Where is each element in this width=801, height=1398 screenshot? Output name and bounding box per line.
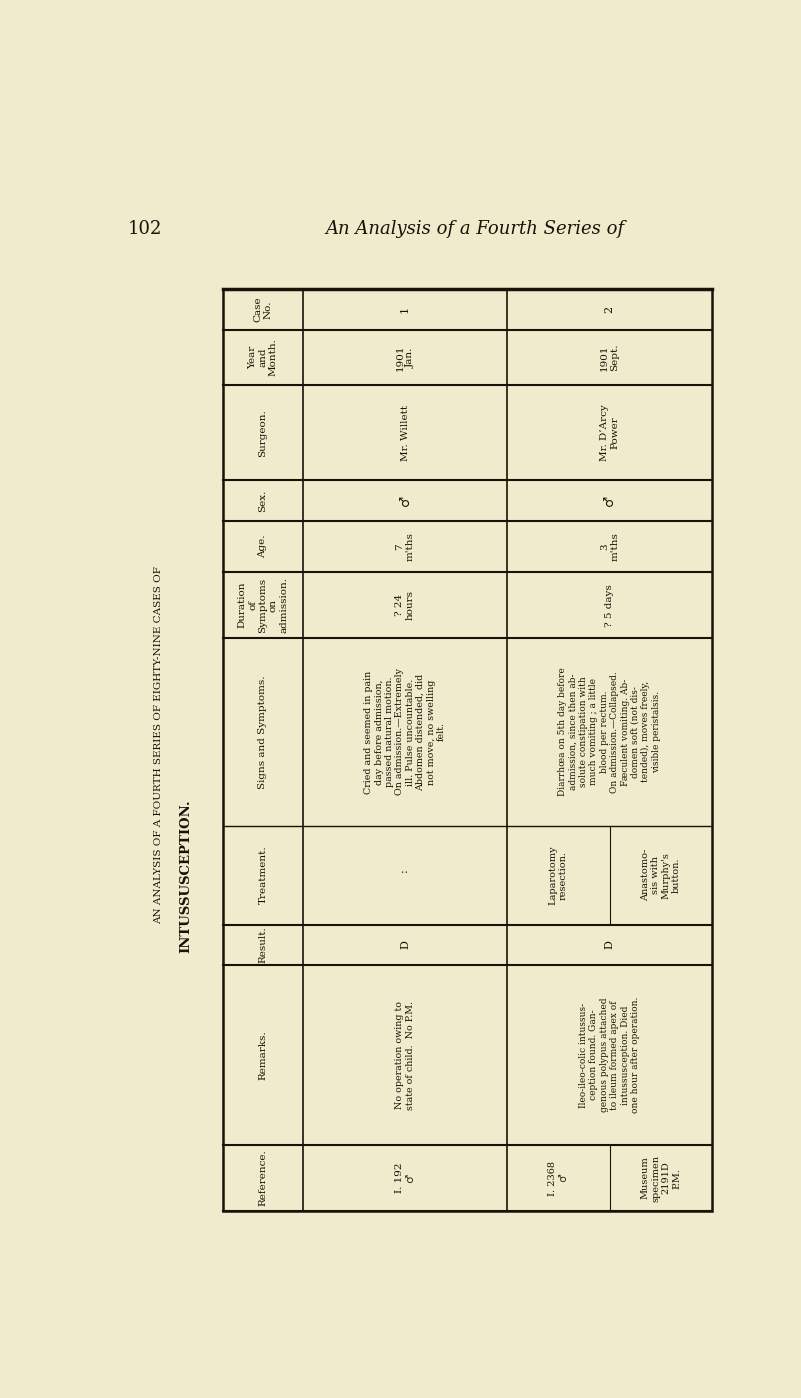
Text: Signs and Symptoms.: Signs and Symptoms. xyxy=(259,675,268,788)
Text: INTUSSUSCEPTION.: INTUSSUSCEPTION. xyxy=(179,800,192,953)
Text: :: : xyxy=(400,870,410,881)
Text: Mr. Willett: Mr. Willett xyxy=(400,404,409,461)
Text: Anastomo-
sis with
Murphy's
button.: Anastomo- sis with Murphy's button. xyxy=(641,849,681,902)
Text: ? 24
hours: ? 24 hours xyxy=(396,590,415,621)
Text: Duration
of
Symptoms
on
admission.: Duration of Symptoms on admission. xyxy=(238,577,288,633)
Text: ? 5 days: ? 5 days xyxy=(605,584,614,626)
Text: Laparotomy
resection.: Laparotomy resection. xyxy=(549,846,568,905)
Text: ♂: ♂ xyxy=(399,495,412,506)
Text: Result.: Result. xyxy=(259,927,268,963)
Text: I. 2368
♂: I. 2368 ♂ xyxy=(549,1160,568,1195)
Text: An Analysis of a Fourth Series of: An Analysis of a Fourth Series of xyxy=(325,219,624,238)
Text: Surgeon.: Surgeon. xyxy=(259,408,268,457)
Text: Ileo-ileo-colic intussus-
ception found. Gan-
genous polypus attached
to ileum f: Ileo-ileo-colic intussus- ception found.… xyxy=(579,997,640,1113)
Text: Case
No.: Case No. xyxy=(253,296,272,323)
Text: AN ANALYSIS OF A FOURTH SERIES OF EIGHTY-NINE CASES OF: AN ANALYSIS OF A FOURTH SERIES OF EIGHTY… xyxy=(154,566,163,924)
Text: 2: 2 xyxy=(605,306,614,313)
Text: 7
m'ths: 7 m'ths xyxy=(396,533,415,561)
Text: Age.: Age. xyxy=(259,534,268,558)
Text: 1901
Sept.: 1901 Sept. xyxy=(600,344,619,370)
Text: Diarrhœa on 5th day before
admission, since then ab-
solute constipation with
mu: Diarrhœa on 5th day before admission, si… xyxy=(558,667,661,797)
Text: 102: 102 xyxy=(127,219,162,238)
Text: Remarks.: Remarks. xyxy=(259,1030,268,1079)
Text: Cried and seemed in pain
day before admission,
passed natural motion.
On admissi: Cried and seemed in pain day before admi… xyxy=(364,668,446,795)
Text: Year
and
Month.: Year and Month. xyxy=(248,338,278,376)
Text: 1901
Jan.: 1901 Jan. xyxy=(396,344,415,370)
Text: Treatment.: Treatment. xyxy=(259,846,268,905)
Text: D: D xyxy=(605,941,614,949)
Text: ♂: ♂ xyxy=(603,495,616,506)
Text: Museum
specimen
2191D
P.M.: Museum specimen 2191D P.M. xyxy=(641,1155,681,1201)
Text: 1: 1 xyxy=(400,306,410,313)
Text: D: D xyxy=(400,941,410,949)
Text: Reference.: Reference. xyxy=(259,1149,268,1206)
Text: Sex.: Sex. xyxy=(259,489,268,512)
Text: I. 192
♂: I. 192 ♂ xyxy=(396,1163,415,1194)
Text: No operation owing to
state of child.  No P.M.: No operation owing to state of child. No… xyxy=(396,1001,415,1110)
Bar xyxy=(223,289,712,1211)
Text: Mr. D’Arcy
Power: Mr. D’Arcy Power xyxy=(600,404,619,461)
Text: 3
m'ths: 3 m'ths xyxy=(600,533,619,561)
